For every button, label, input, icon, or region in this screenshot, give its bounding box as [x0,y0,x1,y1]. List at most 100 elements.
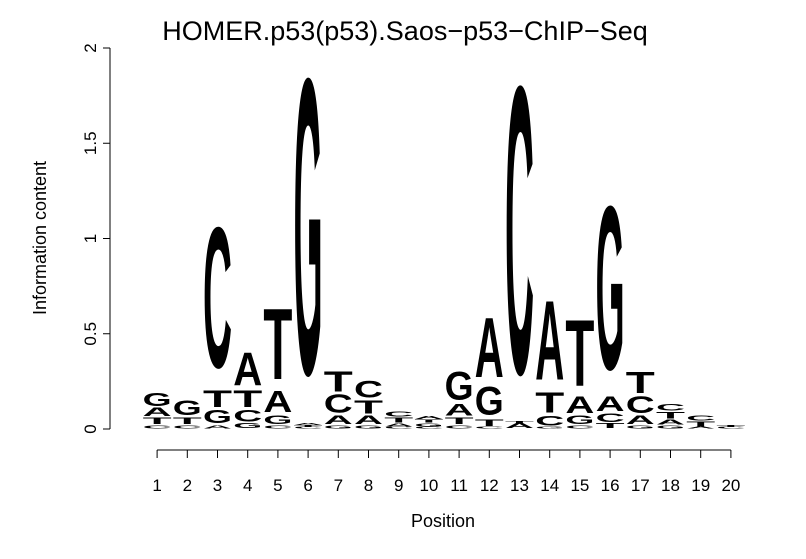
logo-letter-A-pos-6: A [294,423,323,426]
logo-letter-G-pos-8: G [354,424,383,429]
y-tick-label: 0 [81,424,100,433]
logo-letter-A-pos-8: A [354,413,383,426]
logo-letter-G-pos-16: G [596,158,625,419]
y-tick-label: 2 [81,43,100,52]
logo-letter-A-pos-19: A [686,427,715,430]
logo-letter-G-pos-3: G [203,406,232,427]
logo-letter-C-pos-12: C [475,427,504,430]
logo-letter-T-pos-19: T [686,420,715,428]
logo-letter-A-pos-16: A [596,392,625,416]
logo-letter-G-pos-5: G [263,413,292,426]
x-tick-label: 2 [183,476,192,495]
logo-letter-A-pos-10: A [414,415,443,420]
x-tick-label: 18 [661,476,680,495]
logo-letter-G-pos-1: G [143,389,172,410]
y-tick-label: 1 [81,234,100,243]
logo-letter-C-pos-18: C [656,403,685,413]
logo-letter-C-pos-2: C [173,424,202,429]
logo-letter-T-pos-6: T [294,425,324,428]
logo-letter-C-pos-9: C [384,411,413,419]
logo-letter-A-pos-7: A [324,413,353,426]
y-axis: 0 0.5 1 1.5 2 [81,43,111,434]
logo-letter-C-pos-17: C [626,391,655,418]
logo-letter-C-pos-5: C [263,424,292,429]
logo-letter-G-pos-7: G [324,424,353,429]
logo-letter-A-pos-14: A [535,278,564,405]
x-tick-label: 14 [540,476,559,495]
logo-letter-T-pos-15: T [565,299,594,405]
logo-letter-C-pos-13: C [505,1,534,460]
logo-letter-C-pos-20: C [716,427,745,430]
logo-letter-A-pos-12: A [475,301,504,396]
x-tick-label: 20 [721,476,740,495]
logo-letter-T-pos-18: T [656,410,685,420]
logo-letter-A-pos-13: A [505,422,534,430]
chart-title: HOMER.p53(p53).Saos−p53−ChIP−Seq [162,16,648,46]
x-tick-label: 1 [152,476,161,495]
logo-letter-C-pos-8: C [354,376,383,403]
logo-letter-C-pos-16: C [596,411,625,424]
logo-letter-T-pos-2: T [173,416,202,426]
x-tick-label: 7 [334,476,343,495]
x-tick-label: 13 [510,476,529,495]
x-tick-label: 8 [364,476,373,495]
logo-letter-T-pos-14: T [535,388,564,419]
x-tick-label: 3 [213,476,222,495]
logo-letter-T-pos-13: T [505,421,535,424]
y-tick-label: 0.5 [81,322,100,346]
x-tick-label: 17 [631,476,650,495]
logo-letter-G-pos-18: G [656,424,685,429]
x-tick-label: 12 [480,476,499,495]
logo-letter-G-pos-11: G [445,364,474,409]
logo-letter-T-pos-11: T [445,416,474,426]
logo-letter-A-pos-5: A [263,385,292,419]
logo-letter-C-pos-3: C [203,185,232,410]
x-tick-label: 15 [570,476,589,495]
logo-letter-G-pos-6: G [294,0,323,463]
logo-letter-A-pos-11: A [445,401,474,420]
logo-letter-G-pos-15: G [565,413,594,426]
logo-letter-G-pos-2: G [173,397,202,420]
logo-letter-T-pos-12: T [475,418,504,428]
logo-letter-T-pos-10: T [414,419,444,424]
logo-letter-C-pos-10: C [414,427,443,430]
logo-letter-T-pos-9: T [384,416,413,424]
logo-letter-G-pos-14: G [535,427,564,430]
logo-letter-G-pos-17: G [626,424,655,429]
y-tick-label: 1.5 [81,131,100,155]
logo-letter-C-pos-15: C [565,424,594,429]
logo-letter-T-pos-8: T [354,396,383,417]
x-tick-label: 5 [273,476,282,495]
x-tick-label: 4 [243,476,252,495]
logo-letter-A-pos-4: A [233,343,262,396]
logo-letter-G-pos-4: G [233,422,262,430]
logo-letter-C-pos-19: C [686,414,715,422]
x-tick-label: 16 [601,476,620,495]
x-tick-label: 9 [394,476,403,495]
logo-letter-C-pos-6: C [294,427,323,430]
logo-letter-C-pos-7: C [324,390,353,419]
logo-letter-A-pos-18: A [656,418,685,426]
logo-letter-T-pos-20: T [716,425,746,428]
logo-letter-A-pos-17: A [626,413,655,426]
x-tick-label: 19 [691,476,710,495]
logo-letter-T-pos-1: T [143,416,172,426]
logo-letter-A-pos-9: A [384,422,413,427]
logo-letter-A-pos-1: A [143,406,172,419]
logo-letter-A-pos-3: A [203,424,232,429]
x-axis: 1 2 3 4 5 6 7 8 9 10 11 12 13 14 15 16 17 18 19 20 [152,449,740,495]
y-axis-label: Information content [30,161,50,315]
x-tick-label: 6 [303,476,312,495]
logo-letter-C-pos-14: C [535,413,564,429]
logo-letter-G-pos-12: G [475,379,504,424]
x-tick-label: 10 [419,476,438,495]
logo-letter-T-pos-17: T [626,366,655,400]
x-axis-label: Position [411,511,475,531]
logo-letter-T-pos-7: T [324,367,353,398]
logo-letter-T-pos-5: T [263,287,292,401]
logo-letter-T-pos-4: T [233,386,262,412]
logo-letter-C-pos-4: C [233,406,262,425]
logo-letter-C-pos-9: C [384,427,413,430]
